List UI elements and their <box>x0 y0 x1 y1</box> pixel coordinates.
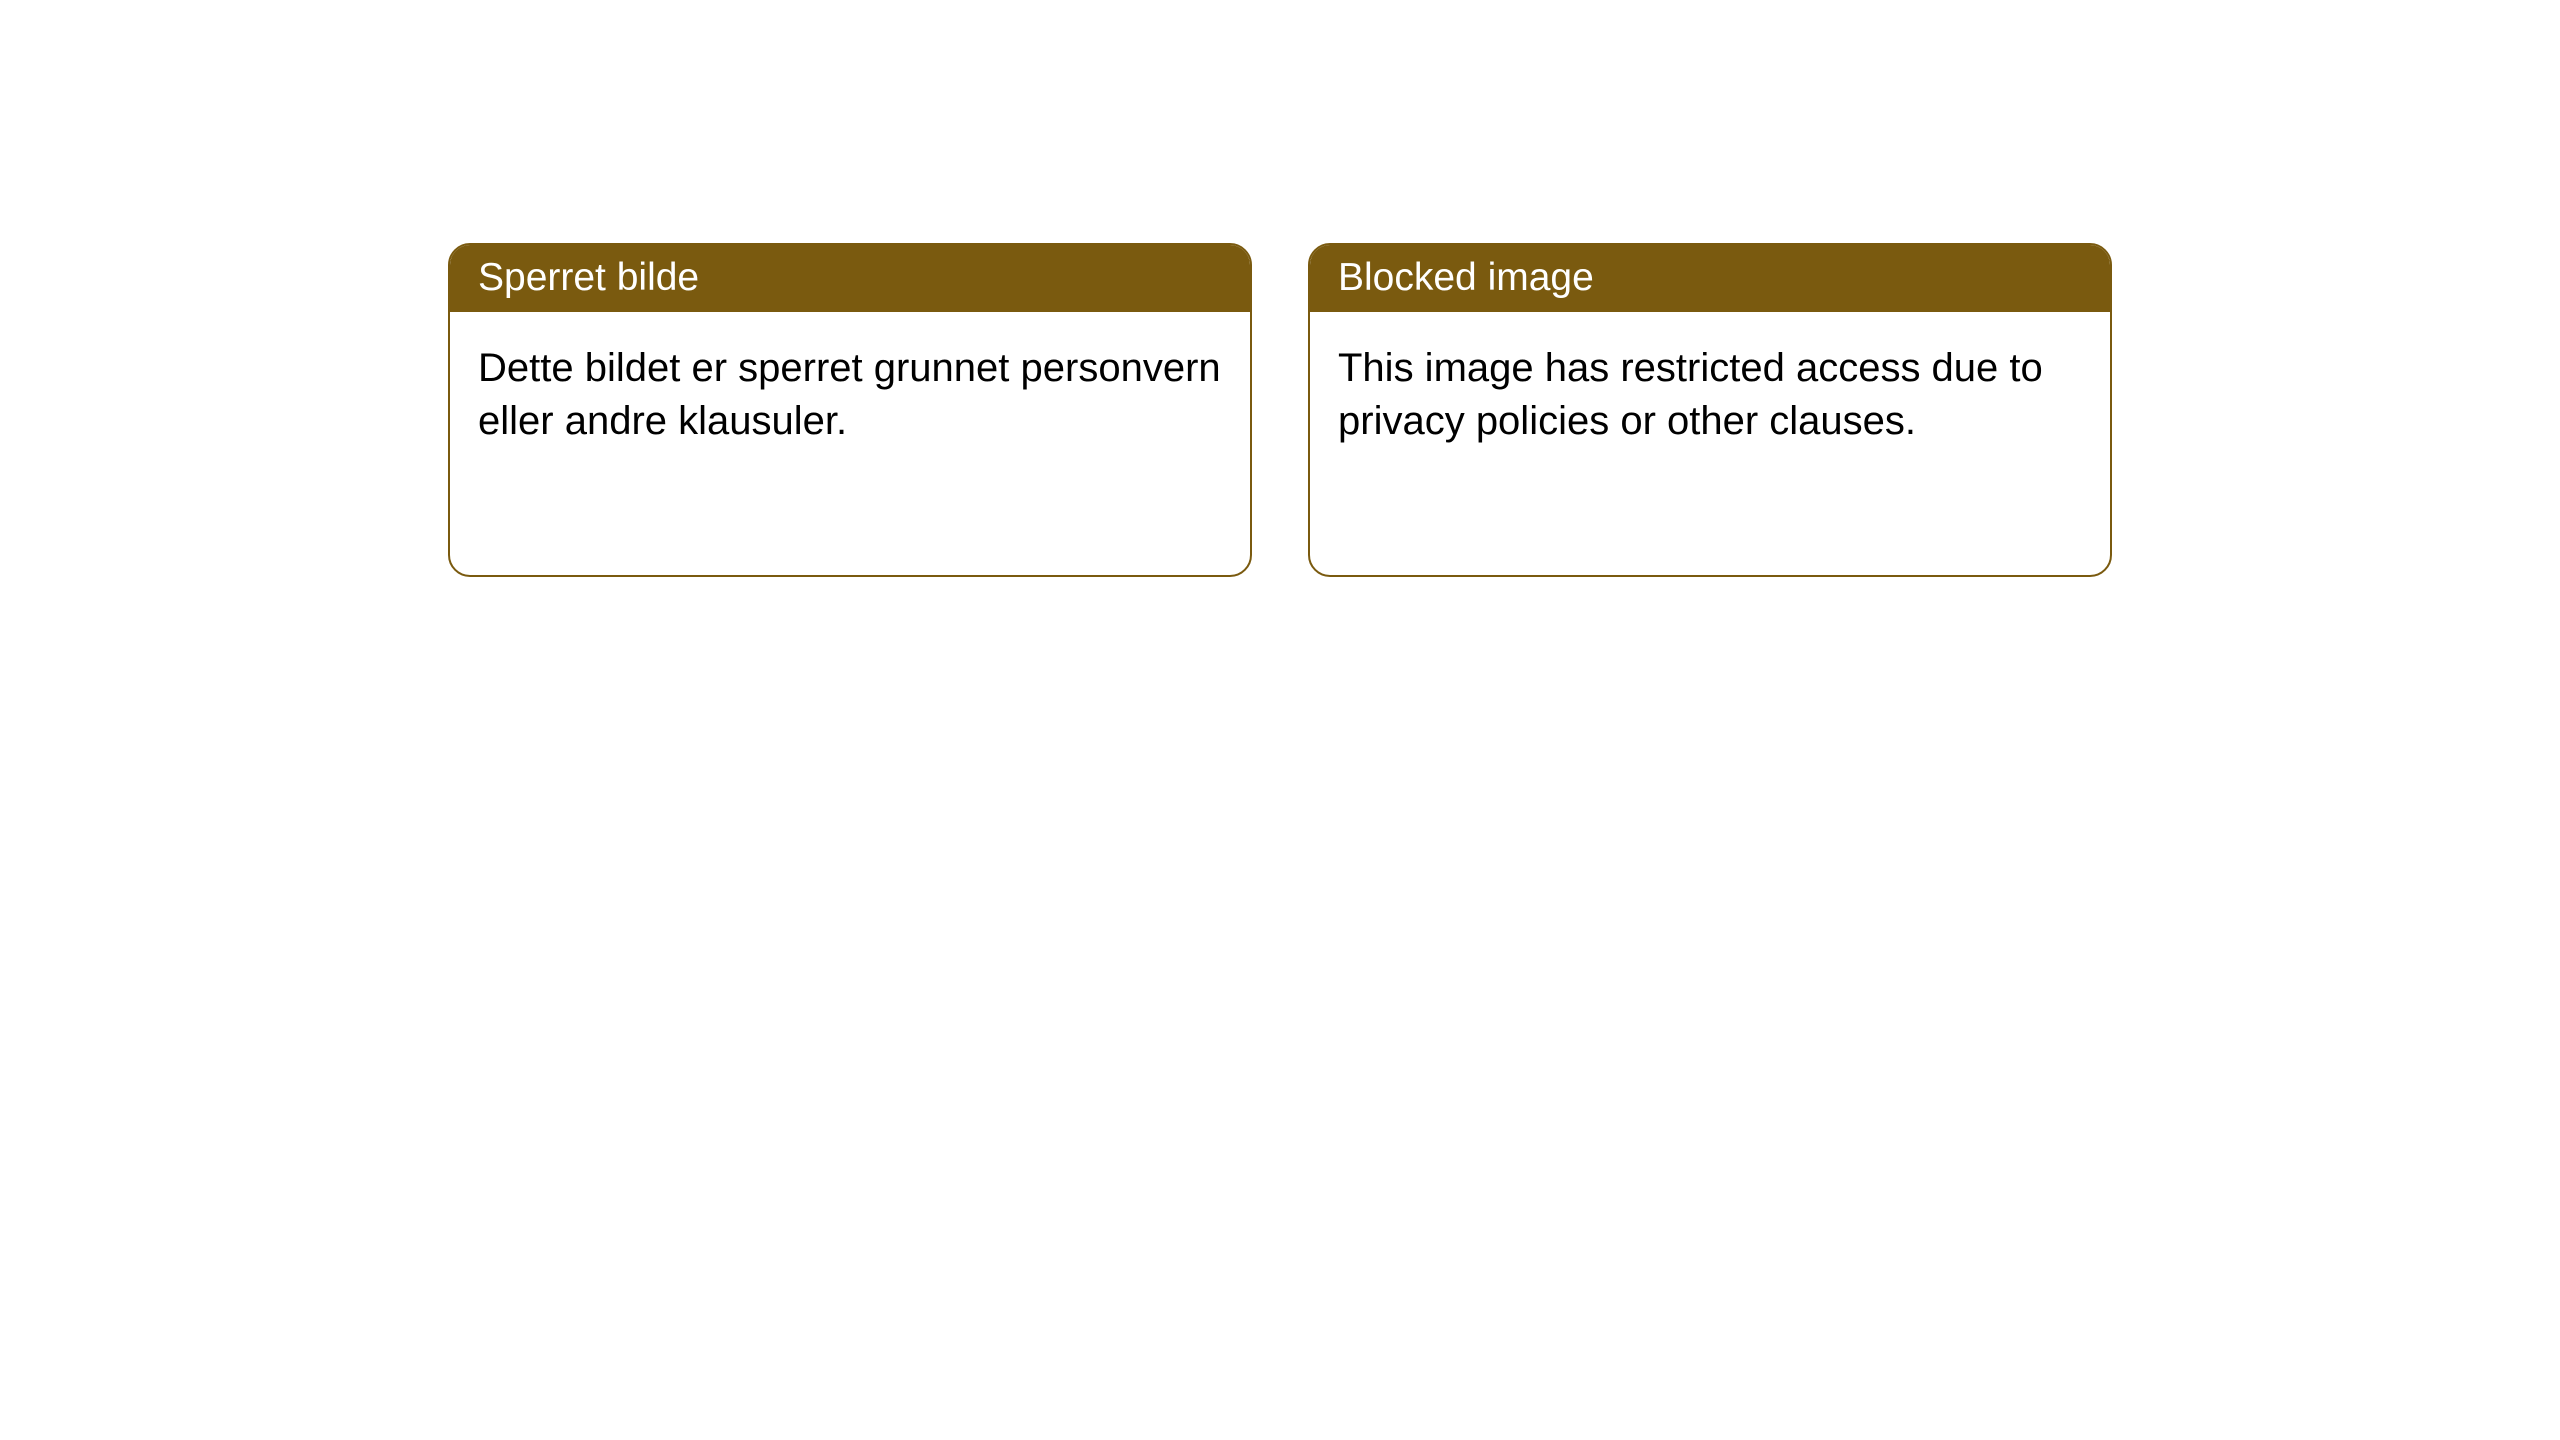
notice-card-norwegian: Sperret bilde Dette bildet er sperret gr… <box>448 243 1252 577</box>
notice-title: Blocked image <box>1310 245 2110 312</box>
notice-body: This image has restricted access due to … <box>1310 312 2110 478</box>
notice-card-english: Blocked image This image has restricted … <box>1308 243 2112 577</box>
notice-body: Dette bildet er sperret grunnet personve… <box>450 312 1250 478</box>
notice-container: Sperret bilde Dette bildet er sperret gr… <box>0 0 2560 577</box>
notice-title: Sperret bilde <box>450 245 1250 312</box>
